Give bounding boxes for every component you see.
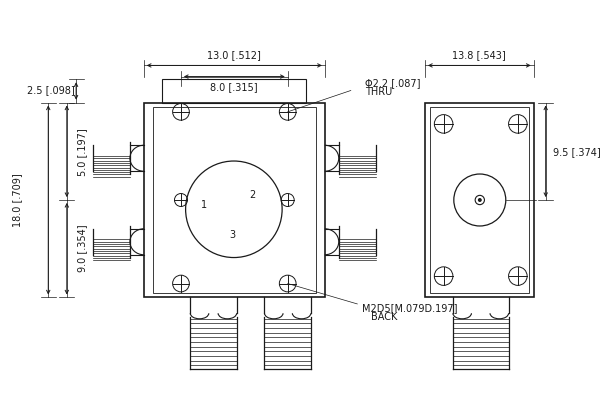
Text: 2: 2 [250,190,256,200]
Bar [153,107,316,293]
Text: 18.0 [.709]: 18.0 [.709] [12,173,22,227]
Text: BACK: BACK [371,312,398,322]
Circle shape [478,199,481,201]
Text: 5.0 [.197]: 5.0 [.197] [77,128,86,176]
Text: 13.8 [.543]: 13.8 [.543] [452,50,506,60]
Text: 9.0 [.354]: 9.0 [.354] [77,224,86,272]
Text: 3: 3 [229,230,235,240]
Text: THRU: THRU [365,87,392,97]
Text: 13.0 [.512]: 13.0 [.512] [207,50,261,60]
Bar [144,102,325,298]
Text: 8.0 [.315]: 8.0 [.315] [210,82,257,92]
Bar [425,102,533,298]
Text: Φ2.2 [.087]: Φ2.2 [.087] [365,78,420,88]
Bar [163,79,306,102]
Text: 9.5 [.374]: 9.5 [.374] [553,147,600,157]
Bar [430,107,529,293]
Text: 1: 1 [201,200,207,210]
Text: 2.5 [.098]: 2.5 [.098] [27,86,75,96]
Text: M2D5[M.079D.197]: M2D5[M.079D.197] [362,303,457,313]
